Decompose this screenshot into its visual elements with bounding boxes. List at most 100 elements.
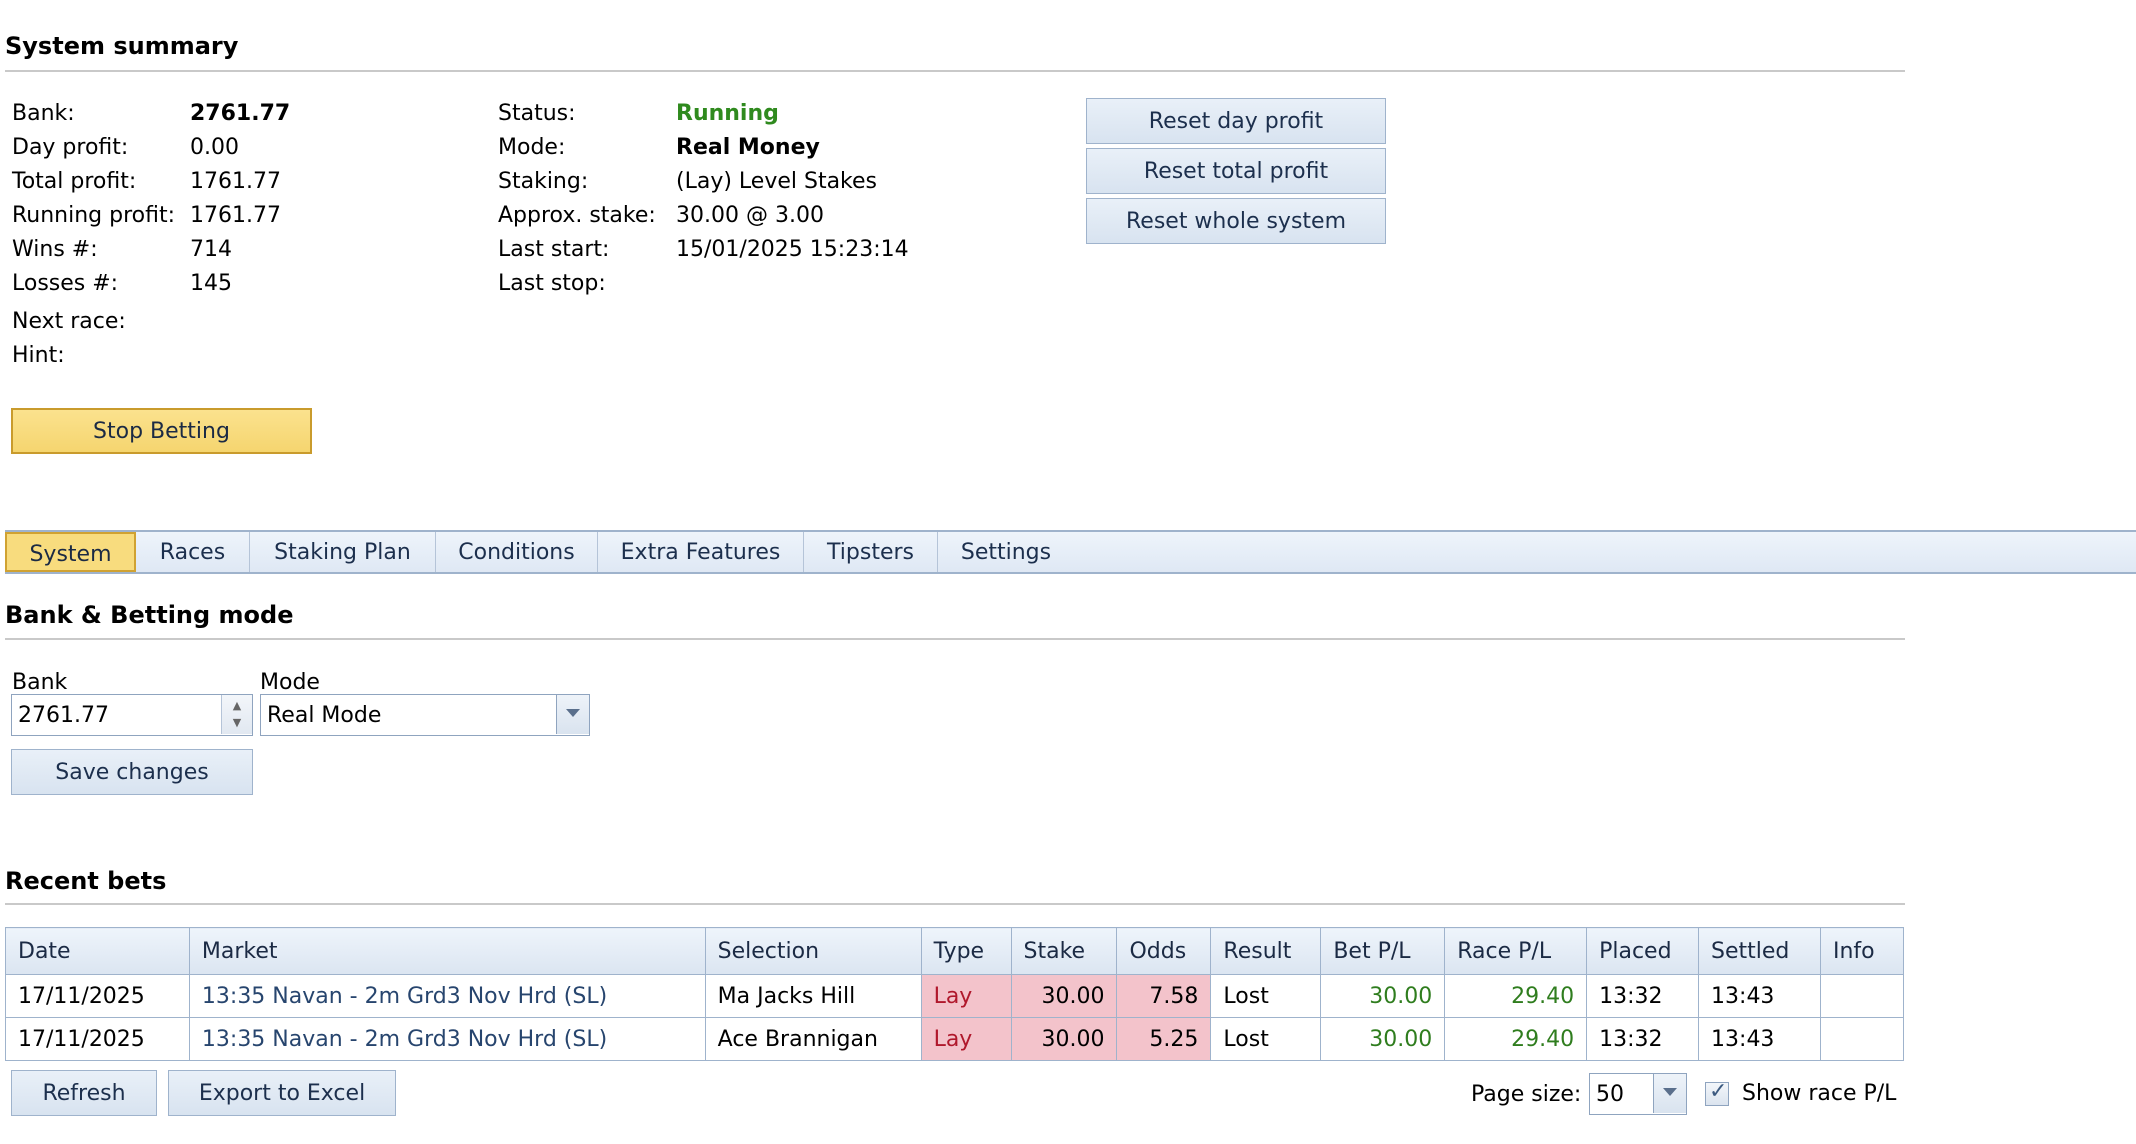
tab-staking-plan[interactable]: Staking Plan	[250, 532, 436, 572]
cell-race-pl: 29.40	[1444, 974, 1588, 1018]
day-profit-label: Day profit:	[12, 135, 129, 160]
cell-type: Lay	[920, 1017, 1012, 1061]
tab-conditions[interactable]: Conditions	[436, 532, 598, 572]
cell-info	[1819, 974, 1905, 1018]
cell-result: Lost	[1210, 974, 1322, 1018]
bank-spinner[interactable]: ▲ ▼	[221, 695, 252, 734]
total-profit-label: Total profit:	[12, 169, 137, 194]
running-profit-value: 1761.77	[190, 203, 281, 228]
col-odds-header[interactable]: Odds	[1116, 927, 1212, 975]
spin-down-icon[interactable]: ▼	[232, 716, 242, 729]
page-size-dropdown-button[interactable]	[1653, 1074, 1686, 1113]
bank-value: 2761.77	[190, 101, 291, 126]
cell-settled: 13:43	[1698, 1017, 1821, 1061]
hint-label: Hint:	[12, 343, 65, 368]
table-row[interactable]: 17/11/2025 13:35 Navan - 2m Grd3 Nov Hrd…	[5, 1017, 1905, 1061]
page-size-value: 50	[1596, 1082, 1624, 1107]
cell-placed: 13:32	[1586, 974, 1700, 1018]
status-label: Status:	[498, 101, 576, 126]
reset-whole-system-button[interactable]: Reset whole system	[1086, 198, 1386, 244]
mode-value: Real Money	[676, 135, 820, 160]
col-type-header[interactable]: Type	[920, 927, 1012, 975]
col-placed-header[interactable]: Placed	[1586, 927, 1700, 975]
cell-odds: 5.25	[1116, 1017, 1212, 1061]
cell-market: 13:35 Navan - 2m Grd3 Nov Hrd (SL)	[188, 974, 706, 1018]
losses-label: Losses #:	[12, 271, 119, 296]
refresh-button[interactable]: Refresh	[11, 1070, 157, 1116]
save-changes-button[interactable]: Save changes	[11, 749, 253, 795]
show-race-pl-checkbox[interactable]: ✓	[1705, 1079, 1729, 1106]
recent-bets-table: Date Market Selection Type Stake Odds Re…	[5, 927, 1905, 1061]
last-stop-label: Last stop:	[498, 271, 606, 296]
mode-dropdown-button[interactable]	[556, 695, 589, 734]
page-size-select[interactable]: 50	[1589, 1073, 1687, 1115]
cell-odds: 7.58	[1116, 974, 1212, 1018]
table-row[interactable]: 17/11/2025 13:35 Navan - 2m Grd3 Nov Hrd…	[5, 974, 1905, 1018]
recent-bets-title: Recent bets	[5, 867, 167, 895]
show-race-pl-label[interactable]: Show race P/L	[1742, 1081, 1897, 1106]
status-value: Running	[676, 101, 779, 126]
cell-date: 17/11/2025	[5, 1017, 190, 1061]
cell-settled: 13:43	[1698, 974, 1821, 1018]
tab-system[interactable]: System	[5, 532, 136, 572]
mode-select-value: Real Mode	[267, 703, 382, 728]
approx-stake-value: 30.00 @ 3.00	[676, 203, 824, 228]
recent-bets-divider	[5, 903, 1905, 905]
mode-select[interactable]: Real Mode	[260, 694, 590, 736]
bank-betting-mode-title: Bank & Betting mode	[5, 601, 294, 629]
day-profit-value: 0.00	[190, 135, 239, 160]
wins-value: 714	[190, 237, 232, 262]
stop-betting-button[interactable]: Stop Betting	[11, 408, 312, 454]
export-to-excel-button[interactable]: Export to Excel	[168, 1070, 396, 1116]
checkmark-icon: ✓	[1709, 1079, 1728, 1104]
last-start-value: 15/01/2025 15:23:14	[676, 237, 909, 262]
bank-label: Bank:	[12, 101, 75, 126]
running-profit-label: Running profit:	[12, 203, 176, 228]
mode-label: Mode:	[498, 135, 566, 160]
cell-selection: Ace Brannigan	[704, 1017, 922, 1061]
col-date-header[interactable]: Date	[5, 927, 190, 975]
table-header-row: Date Market Selection Type Stake Odds Re…	[5, 927, 1905, 975]
cell-result: Lost	[1210, 1017, 1322, 1061]
bank-input[interactable]: 2761.77 ▲ ▼	[11, 694, 253, 736]
cell-info	[1819, 1017, 1905, 1061]
wins-label: Wins #:	[12, 237, 98, 262]
mode-field-label: Mode	[260, 670, 320, 695]
system-summary-divider	[5, 70, 1905, 72]
cell-selection: Ma Jacks Hill	[704, 974, 922, 1018]
cell-stake: 30.00	[1010, 1017, 1118, 1061]
col-selection-header[interactable]: Selection	[704, 927, 922, 975]
cell-bet-pl: 30.00	[1320, 1017, 1446, 1061]
chevron-down-icon	[1663, 1088, 1677, 1096]
bank-betting-mode-divider	[5, 638, 1905, 640]
col-stake-header[interactable]: Stake	[1010, 927, 1118, 975]
tab-extra-features[interactable]: Extra Features	[598, 532, 804, 572]
staking-value: (Lay) Level Stakes	[676, 169, 878, 194]
reset-day-profit-button[interactable]: Reset day profit	[1086, 98, 1386, 144]
approx-stake-label: Approx. stake:	[498, 203, 656, 228]
last-start-label: Last start:	[498, 237, 610, 262]
total-profit-value: 1761.77	[190, 169, 281, 194]
tab-races[interactable]: Races	[136, 532, 250, 572]
cell-type: Lay	[920, 974, 1012, 1018]
spin-up-icon[interactable]: ▲	[232, 699, 242, 712]
staking-label: Staking:	[498, 169, 589, 194]
col-market-header[interactable]: Market	[188, 927, 706, 975]
tab-tipsters[interactable]: Tipsters	[804, 532, 938, 572]
col-settled-header[interactable]: Settled	[1698, 927, 1821, 975]
col-info-header[interactable]: Info	[1819, 927, 1905, 975]
bank-field-label: Bank	[12, 670, 68, 695]
page-size-label: Page size:	[1471, 1082, 1582, 1107]
reset-total-profit-button[interactable]: Reset total profit	[1086, 148, 1386, 194]
cell-market: 13:35 Navan - 2m Grd3 Nov Hrd (SL)	[188, 1017, 706, 1061]
col-race-pl-header[interactable]: Race P/L	[1444, 927, 1588, 975]
cell-stake: 30.00	[1010, 974, 1118, 1018]
chevron-down-icon	[566, 709, 580, 717]
cell-date: 17/11/2025	[5, 974, 190, 1018]
col-result-header[interactable]: Result	[1210, 927, 1322, 975]
col-bet-pl-header[interactable]: Bet P/L	[1320, 927, 1446, 975]
cell-placed: 13:32	[1586, 1017, 1700, 1061]
cell-race-pl: 29.40	[1444, 1017, 1588, 1061]
system-summary-title: System summary	[5, 32, 239, 60]
tab-settings[interactable]: Settings	[960, 540, 1052, 565]
